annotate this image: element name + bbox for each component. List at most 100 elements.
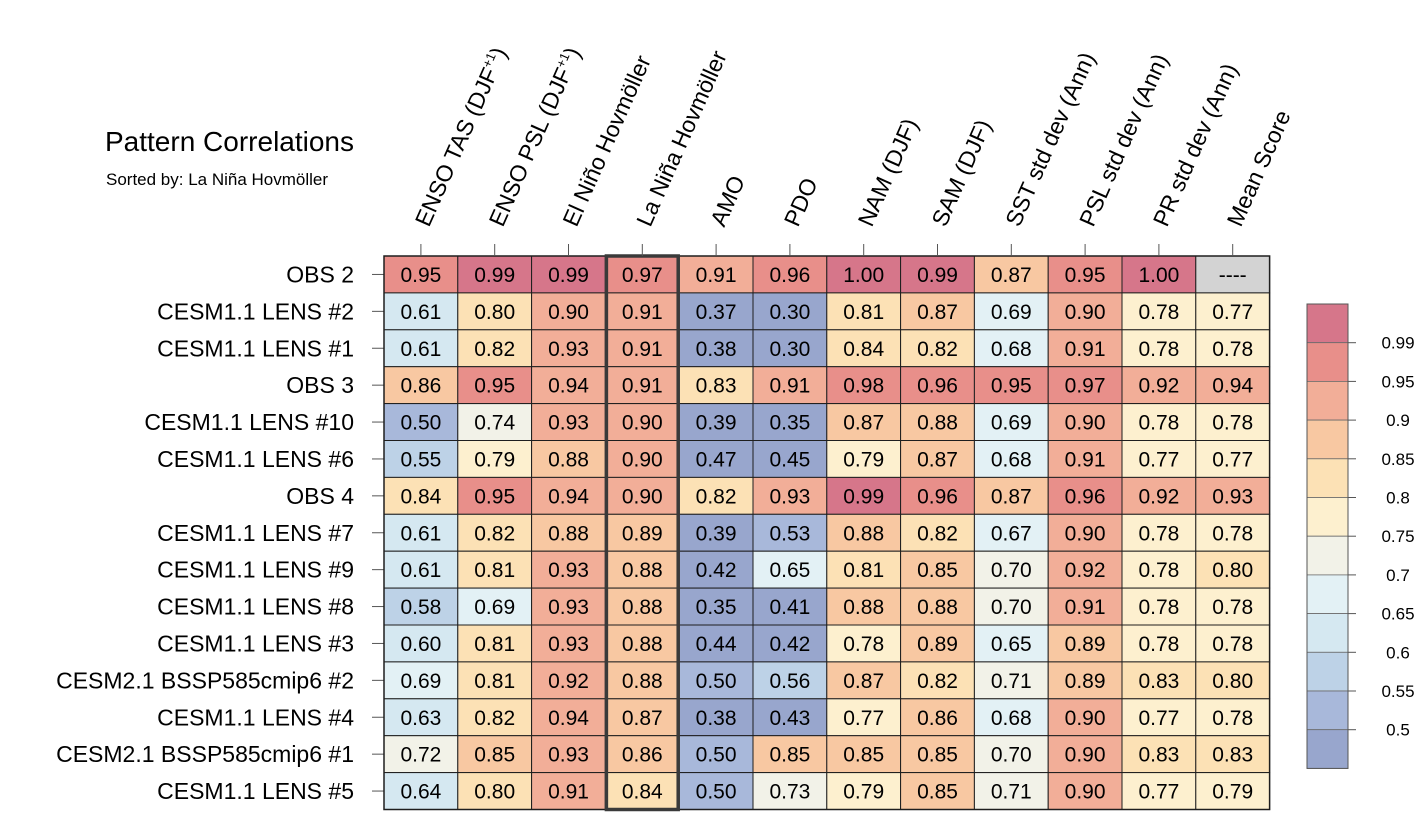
cell-value: 0.69	[991, 301, 1032, 324]
heatmap-cell	[678, 624, 754, 663]
heatmap-cell	[531, 587, 606, 626]
cell-value: 0.91	[1065, 596, 1106, 619]
heatmap-cell	[826, 292, 902, 331]
colorbar-tick-label: 0.8	[1386, 489, 1410, 508]
cell-value: 0.99	[917, 264, 958, 287]
row-label-cesm1-1-lens-4: CESM1.1 LENS #4	[157, 704, 354, 730]
heatmap-cell	[457, 772, 533, 810]
cell-value: 0.91	[696, 264, 737, 287]
heatmap-cell	[457, 735, 533, 774]
heatmap-cell	[900, 735, 975, 774]
cell-value: 0.89	[917, 633, 958, 656]
cell-value: 0.82	[696, 485, 737, 508]
cell-value: 0.58	[400, 596, 441, 619]
cell-value: 0.81	[843, 559, 884, 582]
heatmap-cell	[900, 661, 975, 700]
cell-value: 0.85	[917, 744, 958, 767]
cell-value: 0.73	[769, 781, 810, 804]
cell-value: 0.88	[548, 522, 589, 545]
cell-value: 0.91	[622, 375, 663, 398]
row-label-obs-3: OBS 3	[286, 372, 354, 398]
colorbar-tick-label: 0.95	[1381, 372, 1414, 391]
cell-value: 0.93	[769, 485, 810, 508]
cell-value: 0.99	[843, 485, 884, 508]
cell-value: 0.86	[622, 744, 663, 767]
colorbar-bin	[1306, 613, 1349, 653]
colorbar-bin	[1306, 651, 1349, 692]
heatmap-cell	[604, 624, 680, 663]
cell-value: 0.82	[917, 670, 958, 693]
heatmap-cell	[383, 698, 459, 737]
column-label-pdo: PDO	[779, 174, 823, 230]
colorbar-tick-label: 0.75	[1381, 527, 1414, 546]
heatmap-cell	[826, 772, 902, 810]
cell-value: 0.70	[991, 596, 1032, 619]
cell-value: 0.90	[1065, 301, 1106, 324]
colorbar-tick-label: 0.5	[1386, 721, 1410, 740]
cell-value: 0.91	[1065, 448, 1106, 471]
chart-subtitle: Sorted by: La Niña Hovmöller	[106, 170, 329, 189]
heatmap-cell	[383, 735, 459, 774]
row-label-cesm1-1-lens-9: CESM1.1 LENS #9	[157, 557, 354, 583]
heatmap-cell	[900, 772, 975, 810]
cell-value: 0.95	[1065, 264, 1106, 287]
cell-value: 0.78	[1212, 707, 1253, 730]
column-label-amo: AMO	[705, 172, 750, 230]
cell-value: 0.78	[1138, 412, 1179, 435]
cell-value: 0.92	[1138, 485, 1179, 508]
heatmap-cell	[383, 550, 459, 589]
cell-value: 0.94	[548, 485, 589, 508]
cell-value: 0.96	[917, 375, 958, 398]
colorbar-tick-label: 0.55	[1381, 682, 1414, 701]
cell-value: 0.81	[474, 670, 515, 693]
cell-value: 0.50	[696, 670, 737, 693]
cell-value: 0.80	[474, 781, 515, 804]
cell-value: 0.68	[991, 707, 1032, 730]
cell-value: 0.86	[917, 707, 958, 730]
cell-value: 0.78	[1138, 338, 1179, 361]
heatmap-cell	[752, 550, 828, 589]
cell-value: 0.88	[622, 633, 663, 656]
heatmap-cell	[457, 292, 533, 331]
colorbar-bin	[1306, 419, 1349, 460]
cell-value: 0.61	[400, 522, 441, 545]
heatmap-cell	[604, 292, 680, 331]
cell-value: 0.78	[1138, 633, 1179, 656]
heatmap-cell	[1121, 550, 1197, 589]
cell-value: 0.80	[1212, 670, 1253, 693]
cell-value: 0.79	[474, 448, 515, 471]
cell-value: 0.88	[843, 522, 884, 545]
cell-value: 0.91	[1065, 338, 1106, 361]
colorbar-bin	[1306, 303, 1349, 344]
heatmap-cell	[900, 292, 975, 331]
heatmap-cell	[678, 292, 754, 331]
cell-value: 0.87	[917, 448, 958, 471]
cell-value: 0.89	[1065, 670, 1106, 693]
cell-value: 0.95	[474, 375, 515, 398]
heatmap-cell	[1121, 587, 1197, 626]
heatmap-cell	[457, 624, 533, 663]
cell-value: 0.90	[1065, 781, 1106, 804]
heatmap-cell	[457, 661, 533, 700]
heatmap-cell	[1047, 772, 1123, 810]
cell-value: 0.64	[400, 781, 441, 804]
cell-value: 0.50	[696, 781, 737, 804]
heatmap-cell	[531, 661, 606, 700]
heatmap-cell	[826, 440, 902, 478]
heatmap-cell	[1121, 661, 1197, 700]
heatmap-cell	[900, 587, 975, 626]
heatmap-cell	[752, 403, 828, 442]
heatmap-cell	[1121, 624, 1197, 663]
cell-value: 0.81	[474, 633, 515, 656]
heatmap-cell	[973, 403, 1049, 442]
cell-value: 0.68	[991, 338, 1032, 361]
cell-value: 0.93	[548, 559, 589, 582]
heatmap-cell	[826, 550, 902, 589]
cell-value: 0.83	[696, 375, 737, 398]
heatmap-cell	[457, 587, 533, 626]
heatmap-cell	[826, 587, 902, 626]
cell-value: 0.78	[1212, 412, 1253, 435]
heatmap-cell	[826, 624, 902, 663]
heatmap-cell	[973, 255, 1049, 294]
cell-value: 0.30	[769, 301, 810, 324]
